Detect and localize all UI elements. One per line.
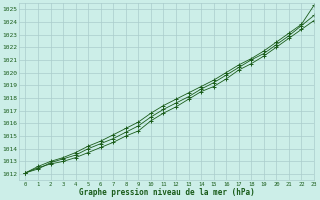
X-axis label: Graphe pression niveau de la mer (hPa): Graphe pression niveau de la mer (hPa) (79, 188, 254, 197)
